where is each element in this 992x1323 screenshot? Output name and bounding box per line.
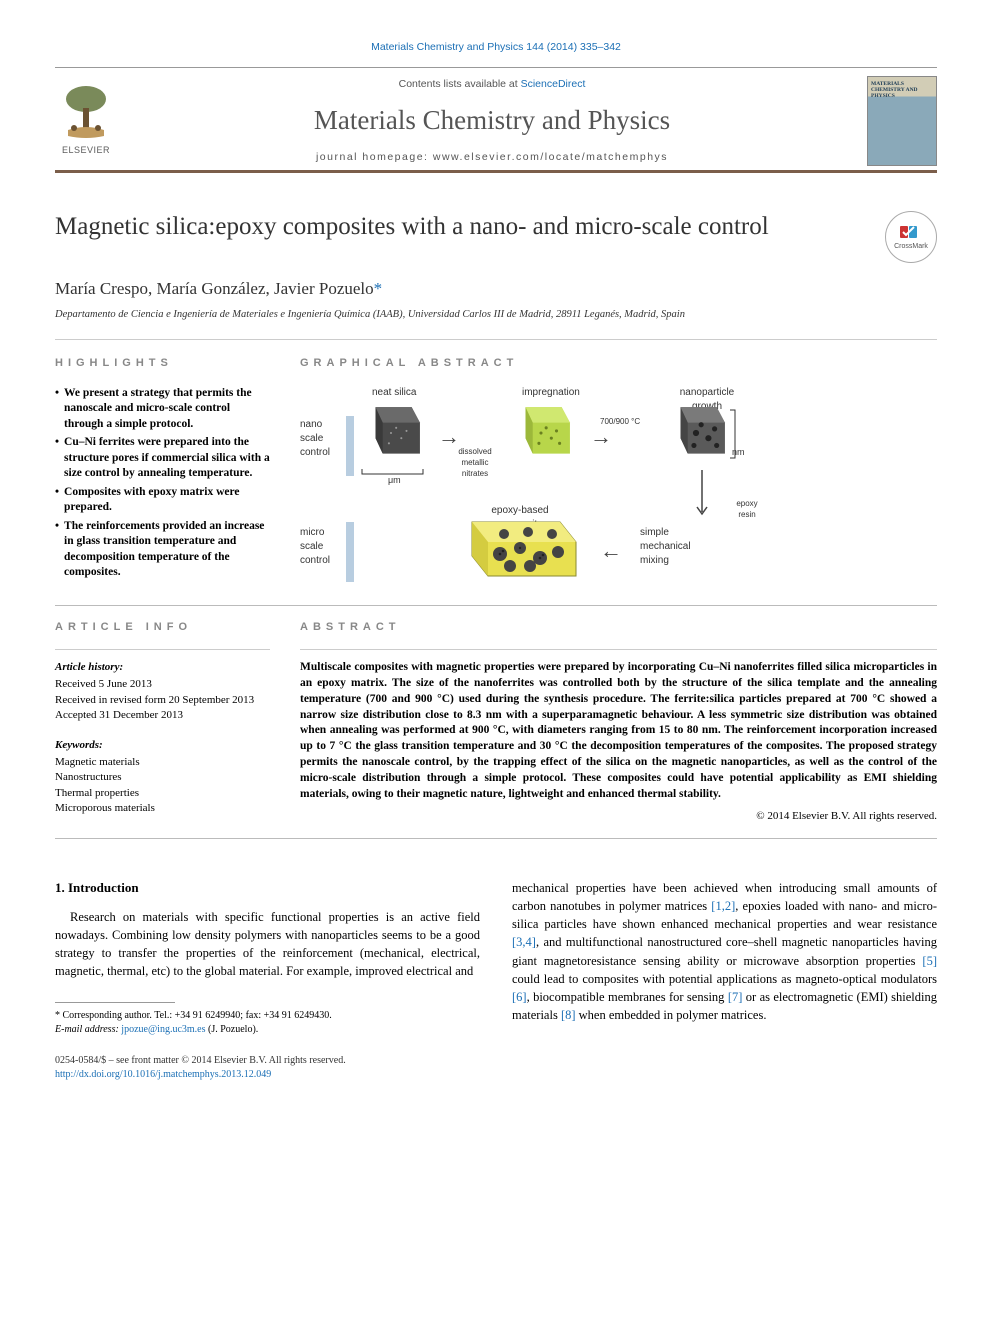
highlights-list: We present a strategy that permits the n… (55, 386, 270, 581)
citation-link[interactable]: [1,2] (711, 899, 735, 913)
abstract-heading: ABSTRACT (300, 620, 937, 635)
ga-mixing: simple mechanical mixing (640, 526, 720, 568)
separator (55, 605, 937, 606)
elsevier-tree-icon (58, 84, 114, 142)
footer-spacer (867, 1064, 937, 1082)
keywords-heading: Keywords: (55, 738, 270, 753)
doi-link[interactable]: http://dx.doi.org/10.1016/j.matchemphys.… (55, 1069, 271, 1080)
citation-link[interactable]: [5] (922, 954, 937, 968)
email-who: (J. Pozuelo). (206, 1024, 259, 1035)
article-body: 1. Introduction Research on materials wi… (55, 879, 937, 1036)
page-footer: 0254-0584/$ – see front matter © 2014 El… (55, 1054, 937, 1082)
highlight-item: We present a strategy that permits the n… (55, 386, 270, 433)
ga-label-impreg: impregnation (522, 386, 580, 400)
received-date: Received 5 June 2013 (55, 677, 270, 692)
cover-text: MATERIALS CHEMISTRY AND PHYSICS (871, 81, 936, 99)
highlight-item: Cu–Ni ferrites were prepared into the st… (55, 435, 270, 482)
section-heading: 1. Introduction (55, 879, 480, 898)
keyword: Microporous materials (55, 801, 270, 816)
separator (55, 649, 270, 650)
issn-line: 0254-0584/$ – see front matter © 2014 El… (55, 1054, 346, 1068)
keyword: Magnetic materials (55, 755, 270, 770)
ga-label-neat: neat silica (372, 386, 416, 400)
journal-title: Materials Chemistry and Physics (131, 102, 853, 140)
crossmark-badge[interactable]: CrossMark (885, 211, 937, 263)
ga-bracket-h (360, 468, 425, 482)
ga-dissolved: dissolved metallic nitrates (450, 446, 500, 480)
email-label: E-mail address: (55, 1024, 121, 1035)
sciencedirect-link[interactable]: ScienceDirect (521, 78, 586, 90)
corr-marker: * (374, 279, 383, 298)
publisher-logo: ELSEVIER (55, 83, 117, 158)
copyright-line: © 2014 Elsevier B.V. All rights reserved… (300, 809, 937, 824)
journal-header: ELSEVIER Contents lists available at Sci… (55, 67, 937, 173)
contents-pre: Contents lists available at (399, 78, 521, 90)
citation-link[interactable]: [3,4] (512, 935, 536, 949)
article-info-heading: ARTICLE INFO (55, 620, 270, 635)
citation-line: Materials Chemistry and Physics 144 (201… (55, 40, 937, 55)
journal-cover-thumb: MATERIALS CHEMISTRY AND PHYSICS (867, 76, 937, 166)
corresponding-author: * Corresponding author. Tel.: +34 91 624… (55, 1009, 480, 1023)
keyword: Thermal properties (55, 786, 270, 801)
body-paragraph: Research on materials with specific func… (55, 908, 480, 981)
article-title: Magnetic silica:epoxy composites with a … (55, 211, 869, 242)
highlights-heading: HIGHLIGHTS (55, 356, 270, 371)
crossmark-label: CrossMark (894, 242, 928, 252)
publisher-name: ELSEVIER (62, 144, 110, 157)
separator (300, 649, 937, 650)
homepage-pre: journal homepage: (316, 151, 433, 163)
ga-nanoparticle (665, 402, 727, 469)
revised-date: Received in revised form 20 September 20… (55, 693, 270, 708)
ga-impregnated (510, 402, 572, 469)
citation-link[interactable]: [7] (728, 990, 743, 1004)
ga-nano-scale: nano scale control (300, 418, 344, 460)
graphical-abstract-heading: GRAPHICAL ABSTRACT (300, 356, 937, 371)
ga-bracket-v (730, 408, 738, 465)
arrow-down-icon (695, 470, 709, 525)
footnote-separator (55, 1002, 175, 1003)
ga-micro-bar (346, 522, 354, 582)
separator (55, 339, 937, 340)
keyword: Nanostructures (55, 770, 270, 785)
highlight-item: Composites with epoxy matrix were prepar… (55, 485, 270, 516)
highlight-item: The reinforcements provided an increase … (55, 519, 270, 581)
affiliation: Departamento de Ciencia e Ingeniería de … (55, 308, 937, 323)
abstract-text: Multiscale composites with magnetic prop… (300, 660, 937, 803)
citation-link[interactable]: [8] (561, 1008, 576, 1022)
contents-available: Contents lists available at ScienceDirec… (131, 77, 853, 92)
ga-micro-scale: micro scale control (300, 526, 344, 568)
ga-temp: 700/900 °C (600, 416, 640, 427)
footnotes: * Corresponding author. Tel.: +34 91 624… (55, 1009, 480, 1036)
body-paragraph: mechanical properties have been achieved… (512, 879, 937, 1024)
author-list: María Crespo, María González, Javier Poz… (55, 277, 937, 301)
history-heading: Article history: (55, 660, 270, 675)
graphical-abstract: neat silica impregnation nanoparticle gr… (300, 386, 937, 591)
arrow-left-icon: ← (600, 536, 622, 567)
separator (55, 838, 937, 839)
ga-composite (460, 518, 580, 589)
ga-resin: epoxy resin (732, 498, 762, 520)
journal-homepage: journal homepage: www.elsevier.com/locat… (131, 150, 853, 165)
accepted-date: Accepted 31 December 2013 (55, 708, 270, 723)
homepage-url[interactable]: www.elsevier.com/locate/matchemphys (433, 151, 668, 163)
crossmark-icon (898, 222, 924, 242)
citation-link[interactable]: [6] (512, 990, 527, 1004)
ga-neat-silica (360, 402, 422, 469)
author-email-link[interactable]: jpozue@ing.uc3m.es (121, 1024, 205, 1035)
ga-nano-bar (346, 416, 354, 476)
